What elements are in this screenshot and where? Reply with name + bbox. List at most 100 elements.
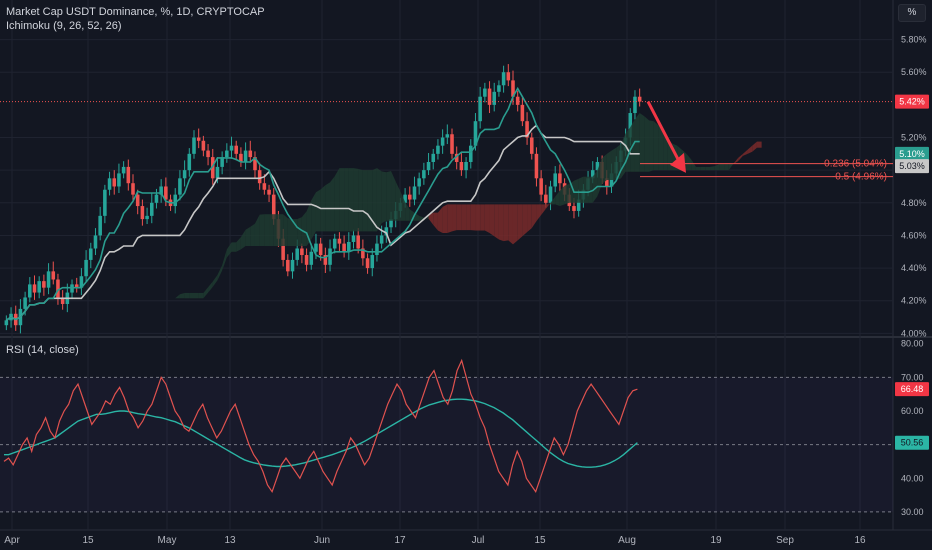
ichimoku-cloud-segment	[236, 237, 241, 252]
ichimoku-cloud-segment	[550, 196, 556, 205]
candle-body	[323, 255, 328, 265]
candle-body	[98, 215, 102, 236]
price-tick-label: 4.20%	[901, 296, 927, 306]
ichimoku-cloud-segment	[184, 292, 190, 299]
rsi-ma-badge-bg	[895, 435, 929, 450]
ichimoku-cloud-segment	[254, 214, 260, 247]
ichimoku-cloud-segment	[358, 168, 363, 232]
ichimoku-cloud-segment	[700, 166, 706, 171]
ichimoku-cloud-segment	[695, 166, 701, 171]
candle-body	[243, 150, 248, 162]
candle-body	[473, 121, 478, 146]
candle-body	[529, 137, 534, 154]
candle-body	[178, 178, 182, 195]
candle-body	[281, 238, 285, 260]
candle-body	[187, 153, 192, 171]
time-axis-label: Sep	[776, 535, 794, 546]
ichimoku-cloud-segment	[480, 204, 485, 231]
candle-body	[248, 150, 253, 158]
candle-body	[257, 170, 262, 184]
rsi-title[interactable]: RSI (14, close)	[6, 344, 79, 356]
ichimoku-cloud-segment	[606, 150, 612, 180]
ichimoku-cloud-segment	[663, 133, 668, 171]
ichimoku-cloud-segment	[498, 204, 504, 242]
candle-body	[431, 153, 436, 162]
ichimoku-cloud-segment	[536, 204, 542, 222]
ichimoku-cloud-segment	[588, 176, 593, 203]
candle-body	[492, 91, 497, 105]
fib-level-label: -0.236 (5.04%)	[821, 159, 887, 170]
candle-body	[126, 166, 131, 184]
ichimoku-cloud-segment	[179, 292, 185, 299]
candle-body	[445, 134, 450, 138]
candle-body	[487, 88, 492, 105]
candle-body	[379, 235, 384, 244]
candle-body	[79, 276, 84, 288]
rsi-tick-label: 60.00	[901, 406, 924, 416]
ichimoku-cloud-segment	[437, 206, 443, 233]
ichimoku-cloud-segment	[442, 204, 448, 233]
ichimoku-cloud-segment	[212, 275, 218, 287]
ichimoku-cloud-segment	[325, 182, 331, 232]
candle-body	[384, 227, 389, 236]
ichimoku-cloud-segment	[494, 204, 499, 240]
candle-body	[422, 170, 426, 179]
candle-body	[497, 85, 501, 92]
candle-body	[356, 235, 360, 249]
ichimoku-cloud-segment	[686, 153, 692, 171]
candle-body	[412, 186, 417, 200]
candle-body	[220, 157, 224, 167]
candle-body	[478, 96, 482, 122]
candle-body	[558, 173, 562, 184]
ichimoku-cloud-segment	[348, 168, 354, 232]
candle-body	[309, 251, 314, 265]
candle-body	[440, 137, 445, 146]
candle-body	[4, 320, 9, 326]
time-axis-label: May	[158, 535, 177, 546]
candle-body	[365, 258, 370, 269]
ichimoku-cloud-segment	[719, 164, 725, 171]
time-axis-label: 13	[224, 535, 236, 546]
ichimoku-cloud-segment	[226, 242, 232, 258]
candles-group	[4, 64, 642, 334]
candle-body	[328, 248, 332, 265]
candle-body	[459, 161, 464, 171]
forecast-arrow-head	[670, 152, 686, 173]
candle-body	[23, 297, 27, 309]
candle-body	[483, 88, 487, 97]
ichimoku-cloud-segment	[330, 176, 335, 232]
symbol-title[interactable]: Market Cap USDT Dominance, %, 1D, CRYPTO…	[6, 6, 265, 18]
rsi-tick-label: 40.00	[901, 473, 924, 483]
ichimoku-cloud-segment	[752, 141, 757, 152]
ichimoku-cloud-segment	[611, 147, 617, 180]
percent-scale-button[interactable]: %	[898, 4, 926, 22]
candle-body	[332, 238, 337, 249]
rsi-legend: RSI (14, close)	[6, 343, 79, 357]
ichimoku-cloud-segment	[414, 212, 420, 221]
ichimoku-cloud-segment	[391, 170, 396, 221]
candle-body	[117, 173, 121, 187]
candle-body	[51, 271, 56, 280]
candle-body	[28, 284, 32, 298]
candle-body	[520, 104, 525, 122]
ichimoku-cloud-segment	[484, 204, 490, 233]
candle-body	[464, 161, 468, 171]
ichimoku-cloud-segment	[245, 226, 251, 247]
candle-body	[196, 137, 201, 141]
time-axis-label: 15	[82, 535, 94, 546]
candle-body	[595, 161, 600, 171]
ichimoku-cloud-segment	[634, 113, 640, 172]
candle-body	[131, 183, 135, 195]
ichimoku-cloud-segment	[512, 204, 518, 245]
ichimoku-legend[interactable]: Ichimoku (9, 26, 52, 26)	[6, 20, 122, 32]
candle-body	[74, 284, 79, 288]
ichimoku-cloud-segment	[578, 176, 584, 203]
rsi-line	[3, 358, 638, 494]
price-tick-label: 5.60%	[901, 67, 927, 77]
candle-body	[149, 202, 154, 216]
candle-body	[633, 96, 637, 114]
candle-body	[515, 96, 520, 105]
ichimoku-cloud-segment	[728, 163, 734, 171]
